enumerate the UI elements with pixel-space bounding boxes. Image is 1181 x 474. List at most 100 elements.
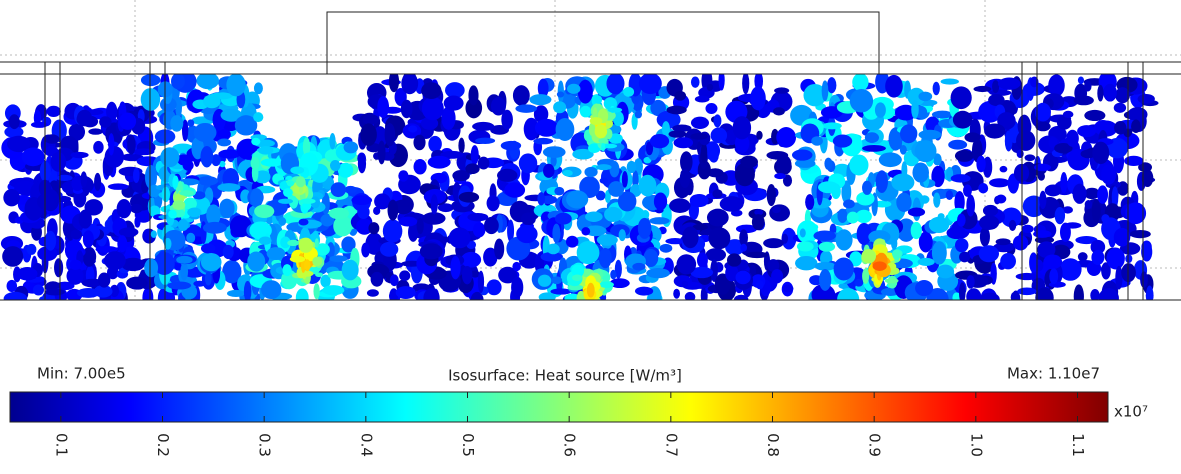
isosurface-patch: [565, 235, 579, 248]
isosurface-patch: [497, 168, 518, 182]
isosurface-patch: [486, 195, 500, 212]
isosurface-patch: [781, 233, 789, 244]
isosurface-patch: [1137, 93, 1155, 104]
isosurface-patch: [313, 283, 320, 300]
isosurface-patch: [766, 183, 776, 207]
isosurface-patch: [181, 119, 189, 142]
isosurface-patch: [320, 274, 331, 288]
isosurface-patch: [684, 291, 696, 300]
isosurface-patch: [988, 94, 1005, 106]
isosurface-patch: [978, 182, 989, 194]
isosurface-patch: [566, 83, 581, 94]
isosurface-patch: [841, 180, 852, 204]
isosurface-patch: [609, 278, 630, 289]
isosurface-patch: [44, 230, 57, 251]
isosurface-patch: [555, 118, 575, 141]
isosurface-patch: [511, 276, 524, 298]
isosurface-patch: [999, 165, 1008, 173]
isosurface-patch: [623, 86, 635, 97]
isosurface-patch: [1015, 272, 1038, 281]
isosurface-patch: [498, 266, 518, 284]
isosurface-patch: [366, 289, 379, 297]
isosurface-patch: [370, 271, 384, 287]
isosurface-patch: [322, 285, 345, 296]
isosurface-patch: [428, 135, 442, 153]
isosurface-patch: [725, 239, 745, 256]
isosurface-patch: [550, 288, 572, 295]
isosurface-patch: [674, 90, 687, 101]
isosurface-patch: [1034, 163, 1051, 172]
tick-label: 1.1: [1069, 433, 1087, 457]
isosurface-patch: [82, 246, 97, 267]
isosurface-patch: [649, 134, 670, 149]
isosurface-patch: [954, 190, 965, 214]
isosurface-patch: [819, 269, 832, 291]
isosurface-patch: [799, 228, 806, 238]
isosurface-patch: [440, 150, 464, 159]
isosurface-patch: [862, 268, 870, 284]
isosurface-patch: [862, 145, 886, 152]
isosurface-patch: [1072, 183, 1087, 204]
isosurface-patch: [1059, 258, 1082, 281]
isosurface-patch: [266, 247, 286, 261]
isosurface-patch: [634, 110, 642, 119]
isosurface-patch: [584, 166, 598, 178]
isosurface-patch: [484, 216, 499, 235]
isosurface-patch: [915, 279, 934, 297]
isosurface-patch: [217, 183, 241, 192]
isosurface-patch: [641, 209, 650, 220]
isosurface-patch: [398, 216, 418, 227]
isosurface-patch: [673, 288, 681, 299]
isosurface-patch: [95, 245, 119, 253]
isosurface-patch: [659, 243, 673, 253]
isosurface-patch: [588, 143, 601, 154]
isosurface-patch: [408, 222, 419, 242]
tick-label: 0.4: [357, 433, 375, 457]
isosurface-patch: [200, 145, 214, 168]
isosurface-patch: [598, 138, 609, 144]
isosurface-patch: [585, 211, 603, 222]
isosurface-patch: [868, 230, 891, 244]
isosurface-patch: [754, 209, 764, 216]
isosurface-patch: [811, 284, 836, 300]
isosurface-patch: [604, 206, 623, 222]
isosurface-patch: [193, 280, 206, 287]
isosurface-patch: [608, 181, 625, 197]
isosurface-patch: [618, 229, 626, 242]
isosurface-patch: [251, 137, 261, 146]
isosurface-patch: [556, 91, 565, 98]
isosurface-patch: [160, 147, 180, 168]
isosurface-patch: [1091, 199, 1101, 223]
isosurface-patch: [782, 174, 793, 187]
isosurface-patch: [1129, 229, 1151, 239]
isosurface-patch: [30, 121, 48, 128]
isosurface-patch: [978, 245, 1000, 263]
isosurface-patch: [329, 160, 341, 172]
isosurface-patch: [304, 259, 311, 272]
isosurface-patch: [357, 154, 367, 174]
isosurface-patch: [1012, 235, 1029, 251]
isosurface-patch: [710, 258, 718, 283]
isosurface-patch: [66, 266, 84, 285]
colorbar: [9, 391, 1109, 423]
isosurface-patch: [855, 209, 872, 224]
isosurface-patch: [978, 215, 1000, 230]
isosurface-patch: [617, 191, 637, 212]
isosurface-patch: [852, 74, 869, 92]
isosurface-patch: [97, 272, 111, 288]
isosurface-patch: [918, 129, 942, 140]
isosurface-patch: [861, 249, 877, 264]
isosurface-patch: [672, 124, 692, 132]
isosurface-patch: [708, 149, 719, 163]
isosurface-patch: [957, 213, 966, 227]
isosurface-patch: [676, 254, 697, 275]
isosurface-patch: [602, 143, 618, 149]
isosurface-patch: [172, 175, 179, 190]
isosurface-patch: [80, 171, 88, 188]
isosurface-patch: [144, 165, 157, 189]
isosurface-patch: [835, 229, 853, 251]
isosurface-patch: [470, 291, 484, 300]
isosurface-patch: [314, 238, 319, 248]
isosurface-patch: [997, 112, 1016, 130]
isosurface-patch: [462, 265, 473, 285]
